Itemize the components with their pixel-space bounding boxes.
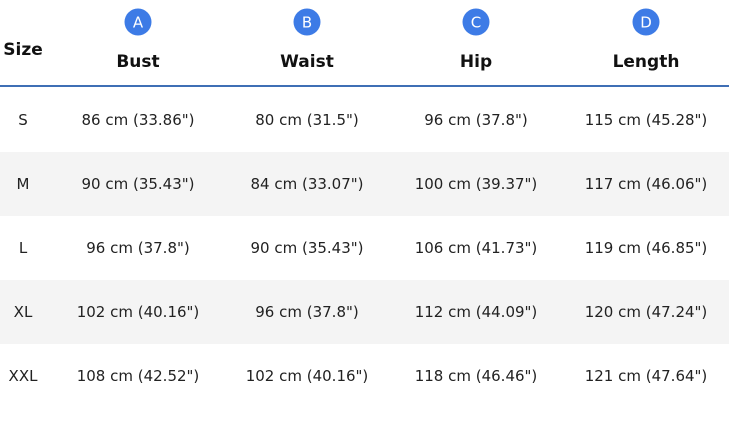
measurement: 108 cm (42.52") — [76, 367, 200, 385]
measurement: 102 cm (40.16") — [245, 367, 369, 385]
row-stripe — [0, 280, 729, 344]
row-stripe — [0, 152, 729, 216]
measurement: 90 cm (35.43") — [81, 175, 195, 193]
measurement: 112 cm (44.09") — [414, 303, 538, 321]
measurement: 80 cm (31.5") — [255, 111, 359, 129]
column-header: Waist — [280, 52, 334, 72]
column-header: Bust — [116, 52, 160, 72]
measurement: 96 cm (37.8") — [86, 239, 190, 257]
size-label: XXL — [8, 367, 38, 385]
measurement: 120 cm (47.24") — [584, 303, 708, 321]
measurement: 84 cm (33.07") — [250, 175, 364, 193]
column-badge: A — [124, 8, 152, 36]
size-label: L — [18, 239, 28, 257]
measurement: 118 cm (46.46") — [414, 367, 538, 385]
column-header: Length — [612, 52, 680, 72]
measurement: 117 cm (46.06") — [584, 175, 708, 193]
measurement: 115 cm (45.28") — [584, 111, 708, 129]
measurement: 121 cm (47.64") — [584, 367, 708, 385]
column-header: Hip — [459, 52, 493, 72]
measurement: 86 cm (33.86") — [81, 111, 195, 129]
header-rule — [0, 85, 729, 87]
measurement: 96 cm (37.8") — [255, 303, 359, 321]
measurement: 90 cm (35.43") — [250, 239, 364, 257]
column-badge: B — [293, 8, 321, 36]
size-label: XL — [13, 303, 33, 321]
size-label: S — [18, 111, 28, 129]
measurement: 102 cm (40.16") — [76, 303, 200, 321]
size-header: Size — [3, 40, 43, 60]
measurement: 96 cm (37.8") — [424, 111, 528, 129]
size-label: M — [16, 175, 30, 193]
measurement: 119 cm (46.85") — [584, 239, 708, 257]
measurement: 106 cm (41.73") — [414, 239, 538, 257]
column-badge: C — [462, 8, 490, 36]
column-badge: D — [632, 8, 660, 36]
measurement: 100 cm (39.37") — [414, 175, 538, 193]
